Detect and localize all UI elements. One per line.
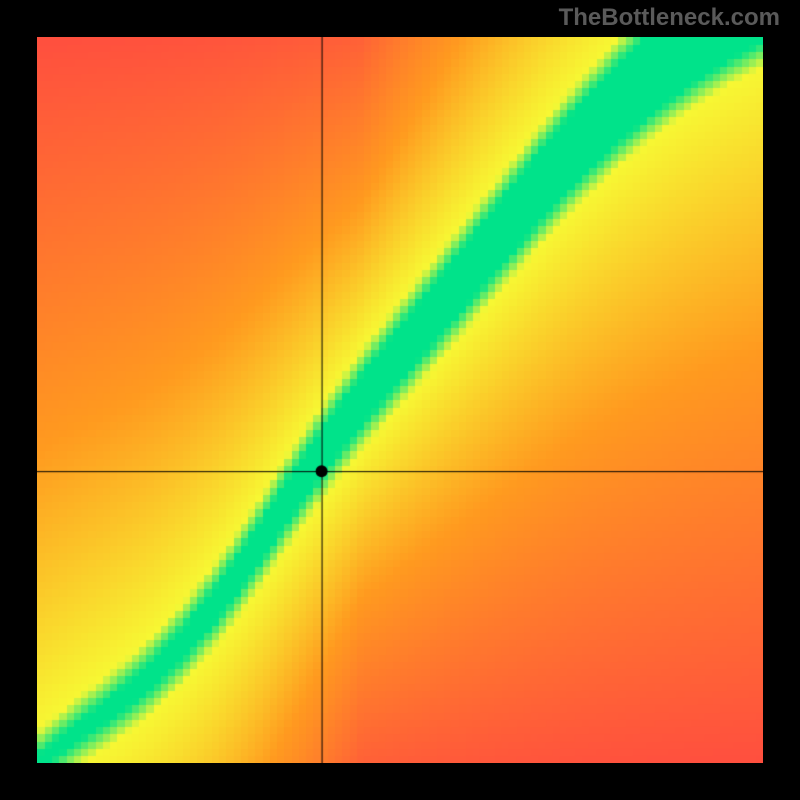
plot-frame	[37, 37, 763, 763]
heatmap-canvas	[37, 37, 763, 763]
chart-container: TheBottleneck.com	[0, 0, 800, 800]
watermark-text: TheBottleneck.com	[559, 4, 780, 32]
